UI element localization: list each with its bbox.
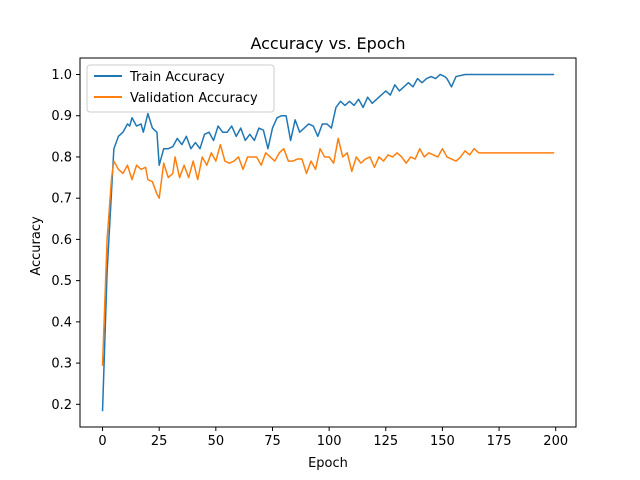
x-tick-label: 75	[264, 434, 281, 449]
chart-title: Accuracy vs. Epoch	[250, 34, 405, 53]
y-tick-label: 0.4	[51, 315, 72, 330]
y-tick-label: 0.8	[51, 150, 72, 165]
legend-label-train: Train Accuracy	[129, 70, 225, 85]
y-tick-label: 0.9	[51, 109, 72, 124]
plot-area	[80, 58, 576, 427]
x-tick-label: 175	[487, 434, 512, 449]
y-tick-label: 0.3	[51, 357, 72, 372]
y-tick-label: 1.0	[51, 68, 72, 83]
train-accuracy-line	[101, 73, 555, 412]
x-tick-label: 150	[430, 434, 455, 449]
x-tick-label: 0	[98, 434, 106, 449]
legend: Train Accuracy Validation Accuracy	[86, 64, 275, 113]
x-tick-label: 200	[543, 434, 568, 449]
legend-box	[86, 64, 275, 113]
y-tick-label: 0.7	[51, 192, 72, 207]
x-axis-ticks: 0 25 50 75 100 125 150 175 200	[98, 427, 568, 449]
y-tick-label: 0.2	[51, 398, 72, 413]
validation-accuracy-line	[101, 137, 555, 366]
x-tick-label: 125	[373, 434, 398, 449]
plot-frame	[79, 57, 577, 428]
y-tick-label: 0.6	[51, 233, 72, 248]
series-layer	[101, 73, 555, 412]
x-axis-label: Epoch	[308, 456, 348, 471]
y-axis-ticks: 0.2 0.3 0.4 0.5 0.6 0.7 0.8 0.9 1.0	[51, 68, 80, 413]
legend-label-validation: Validation Accuracy	[130, 91, 258, 106]
y-tick-label: 0.5	[51, 274, 72, 289]
y-axis-label: Accuracy	[29, 216, 44, 276]
x-tick-label: 50	[208, 434, 225, 449]
x-tick-label: 100	[317, 434, 342, 449]
x-tick-label: 25	[151, 434, 168, 449]
